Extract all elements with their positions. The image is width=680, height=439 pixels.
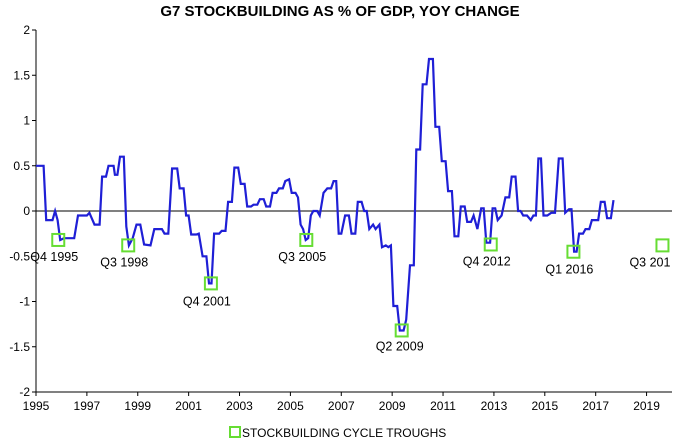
x-tick-label: 2009: [379, 399, 406, 413]
y-tick-label: 0.5: [13, 159, 30, 173]
trough-marker: [203, 276, 218, 291]
legend-swatch: [229, 426, 241, 438]
trough-markers: Q4 1995 Q3 1998 Q4 2001 Q3 2005 Q2 2009 Q4 20…: [30, 232, 671, 353]
x-tick-label: 2013: [481, 399, 508, 413]
x-tick-label: 2007: [328, 399, 355, 413]
series-line: [36, 57, 615, 332]
y-tick-label: 0: [23, 204, 30, 218]
x-tick-label: 2003: [226, 399, 253, 413]
trough-marker: [121, 238, 136, 253]
legend: STOCKBUILDING CYCLE TROUGHS: [229, 426, 446, 439]
trough-label: Q3 201: [629, 255, 670, 269]
x-tick-label: 1999: [124, 399, 151, 413]
trough-label: Q3 1998: [100, 255, 148, 269]
trough-marker: [566, 244, 581, 259]
trough-label: Q3 2005: [278, 250, 326, 264]
y-tick-label: 2: [23, 23, 30, 37]
chart-title: G7 STOCKBUILDING AS % OF GDP, YOY CHANGE: [160, 3, 519, 20]
trough-label: Q2 2009: [376, 339, 424, 353]
x-tick-label: 2005: [277, 399, 304, 413]
trough-marker: [51, 232, 66, 247]
x-tick-label: 2011: [430, 399, 456, 413]
y-tick-label: -1: [19, 295, 30, 309]
trough-label: Q4 1995: [30, 250, 78, 264]
y-tick-label: 1: [23, 114, 30, 128]
x-tick-label: 2015: [531, 399, 558, 413]
y-tick-label: -1.5: [9, 340, 30, 354]
x-tick-label: 1997: [74, 399, 101, 413]
x-tick-label: 2017: [582, 399, 609, 413]
trough-label: Q4 2012: [463, 254, 511, 268]
trough-label: Q4 2001: [183, 294, 231, 308]
y-tick-label: -0.5: [9, 249, 30, 263]
y-tick-label: -2: [19, 385, 30, 399]
trough-marker: [394, 323, 409, 338]
x-tick-label: 2001: [175, 399, 202, 413]
trough-marker: [483, 237, 498, 252]
legend-label: STOCKBUILDING CYCLE TROUGHS: [242, 426, 446, 439]
trough-marker: [299, 232, 314, 247]
x-tick-label: 2019: [633, 399, 660, 413]
x-tick-label: 1995: [23, 399, 50, 413]
trough-marker: [655, 238, 670, 253]
trough-label: Q1 2016: [545, 263, 593, 277]
y-tick-label: 1.5: [13, 68, 30, 82]
